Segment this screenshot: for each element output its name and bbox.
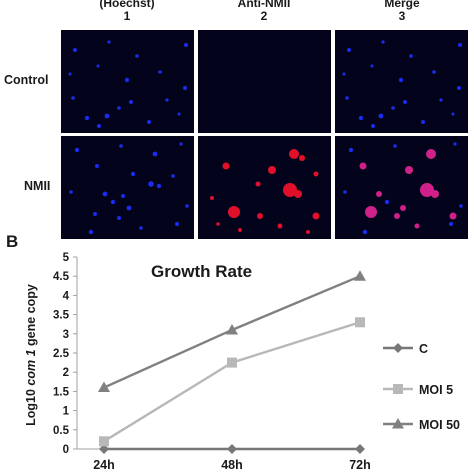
legend-label: MOI 50 — [419, 418, 460, 432]
column-header-hoechst: (Hoechst) 1 — [62, 0, 192, 23]
series-c — [99, 444, 365, 454]
data-point-triangle — [354, 270, 366, 281]
data-point-triangle — [98, 381, 110, 393]
column-header-merge: Merge 3 — [337, 0, 467, 23]
legend-item: MOI 5 — [383, 383, 453, 397]
x-tick-label: 72h — [349, 458, 371, 472]
data-point-diamond — [227, 444, 237, 454]
micrograph-nmii-anti-nmii — [198, 136, 331, 239]
row-label-nmii: NMII — [24, 179, 51, 193]
y-tick-label: 2 — [63, 367, 69, 379]
series-moi-50 — [98, 270, 366, 393]
series-line — [103, 321, 361, 443]
column-header-number: 1 — [123, 9, 131, 23]
micrograph-control-merge — [335, 30, 468, 133]
column-header-number: 2 — [260, 9, 268, 23]
y-tick-label: 0.5 — [53, 425, 70, 437]
column-header-title: Merge — [384, 0, 420, 10]
micrograph-nmii-merge — [335, 136, 468, 239]
data-point-diamond — [393, 343, 403, 353]
y-axis-label-part: com 1 — [24, 349, 38, 385]
y-tick-label: 0 — [63, 444, 69, 456]
y-tick-label: 1 — [63, 406, 70, 418]
y-tick-label: 5 — [63, 252, 70, 264]
panel-letter-b: B — [6, 232, 19, 251]
data-point-diamond — [355, 444, 365, 454]
series-moi-5 — [99, 317, 365, 447]
column-header-title: (Hoechst) — [99, 0, 155, 10]
y-axis-label-part: Log10 — [24, 386, 38, 426]
nuclei-image — [68, 40, 188, 128]
data-point-triangle — [226, 323, 238, 335]
empty-red-channel — [198, 30, 331, 133]
data-point-square — [355, 317, 365, 328]
legend-item: MOI 50 — [383, 418, 460, 432]
merged-image — [343, 142, 463, 235]
y-tick-label: 3 — [63, 329, 69, 341]
row-label-control: Control — [4, 73, 49, 87]
data-point-square — [393, 384, 403, 394]
chart-title: Growth Rate — [151, 262, 252, 281]
legend-label: C — [419, 342, 428, 356]
micrograph-control-anti-nmii — [198, 30, 331, 133]
y-tick-label: 4.5 — [53, 271, 70, 283]
bacteria-image — [210, 149, 320, 234]
data-point-square — [227, 357, 237, 368]
y-axis-label: Log10 com 1 gene copy — [24, 284, 38, 426]
x-tick-label: 24h — [93, 458, 115, 472]
column-header-title: Anti-NMII — [237, 0, 291, 10]
y-tick-label: 3.5 — [53, 310, 70, 322]
y-tick-label: 1.5 — [53, 386, 70, 398]
nuclei-image — [69, 142, 189, 235]
legend-item: C — [383, 342, 428, 356]
data-point-triangle — [392, 418, 404, 429]
column-header-anti-nmii: Anti-NMII 2 — [199, 0, 329, 23]
data-point-square — [99, 436, 109, 447]
y-axis-label-part: gene copy — [24, 284, 38, 349]
merged-image — [342, 40, 462, 128]
column-header-number: 3 — [398, 9, 406, 23]
data-point-diamond — [99, 444, 109, 454]
growth-rate-chart: Growth Rate Log10 com 1 gene copy 0 0.5 1 1… — [24, 252, 460, 472]
y-tick-label: 4 — [63, 290, 70, 302]
micrograph-nmii-hoechst — [61, 136, 194, 239]
y-tick-label: 2.5 — [53, 348, 70, 360]
x-tick-label: 48h — [221, 458, 243, 472]
micrograph-control-hoechst — [61, 30, 194, 133]
legend-label: MOI 5 — [419, 383, 453, 397]
